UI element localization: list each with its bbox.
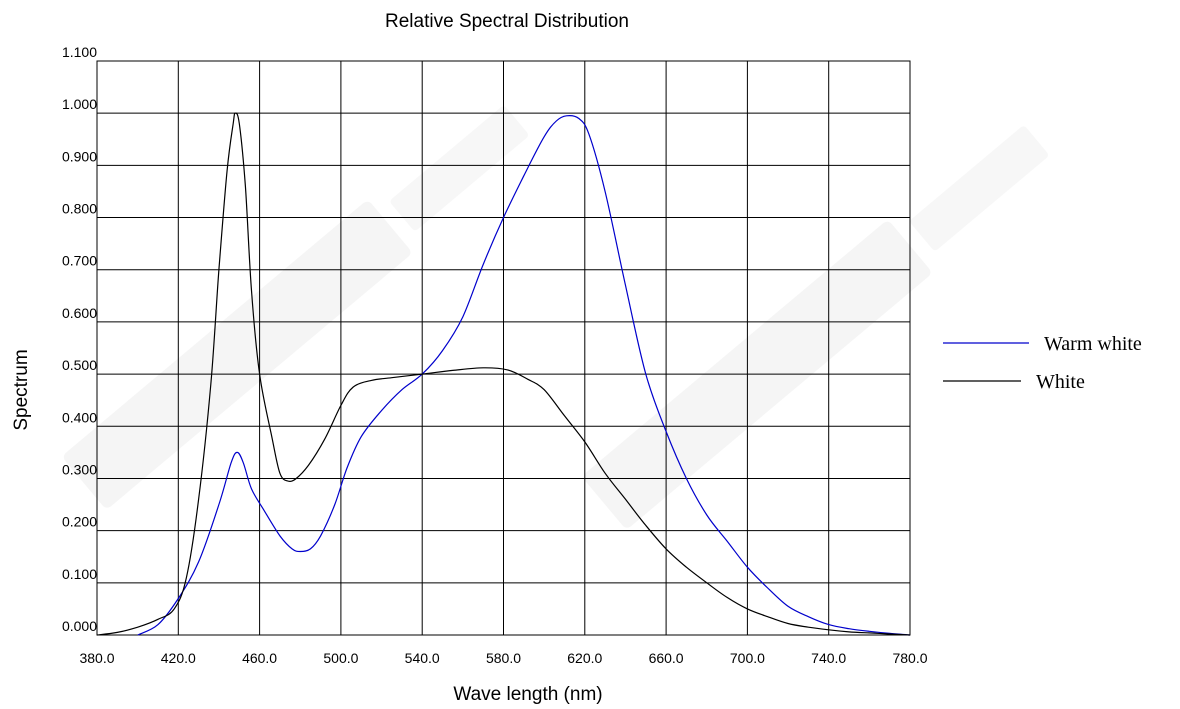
x-tick-label: 660.0 <box>649 650 684 666</box>
y-tick-label: 0.500 <box>62 357 97 373</box>
x-axis-label: Wave length (nm) <box>453 684 602 705</box>
x-tick-label: 700.0 <box>730 650 765 666</box>
series-line-warm-white <box>137 115 911 636</box>
chart-title: Relative Spectral Distribution <box>385 11 629 32</box>
y-tick-label: 1.000 <box>62 96 97 112</box>
tick-labels: 380.0 420.0 460.0 500.0 540.0 580.0 620.0 660.0… <box>62 44 928 666</box>
legend-label-warm-white: Warm white <box>1044 333 1142 355</box>
x-tick-label: 540.0 <box>405 650 440 666</box>
y-tick-label: 0.200 <box>62 514 97 530</box>
series-layer <box>96 112 911 636</box>
x-tick-label: 620.0 <box>567 650 602 666</box>
x-tick-label: 580.0 <box>486 650 521 666</box>
watermark-mark <box>63 106 528 508</box>
y-tick-label: 0.600 <box>62 305 97 321</box>
y-tick-label: 1.100 <box>62 44 97 60</box>
y-tick-label: 0.700 <box>62 253 97 269</box>
watermark-mark <box>583 126 1048 528</box>
series-line-white <box>96 112 911 636</box>
watermark-pattern <box>63 106 1048 528</box>
y-axis-label: Spectrum <box>11 349 32 430</box>
x-tick-label: 780.0 <box>892 650 927 666</box>
legend-label-white: White <box>1036 371 1085 393</box>
x-tick-label: 380.0 <box>79 650 114 666</box>
y-tick-label: 0.800 <box>62 201 97 217</box>
y-tick-label: 0.900 <box>62 148 97 164</box>
legend: Warm white White <box>943 333 1142 393</box>
x-tick-label: 420.0 <box>161 650 196 666</box>
y-tick-label: 0.000 <box>62 618 97 634</box>
x-tick-label: 500.0 <box>323 650 358 666</box>
y-tick-label: 0.100 <box>62 566 97 582</box>
x-tick-label: 740.0 <box>811 650 846 666</box>
x-tick-label: 460.0 <box>242 650 277 666</box>
y-tick-label: 0.400 <box>62 409 97 425</box>
y-tick-label: 0.300 <box>62 461 97 477</box>
